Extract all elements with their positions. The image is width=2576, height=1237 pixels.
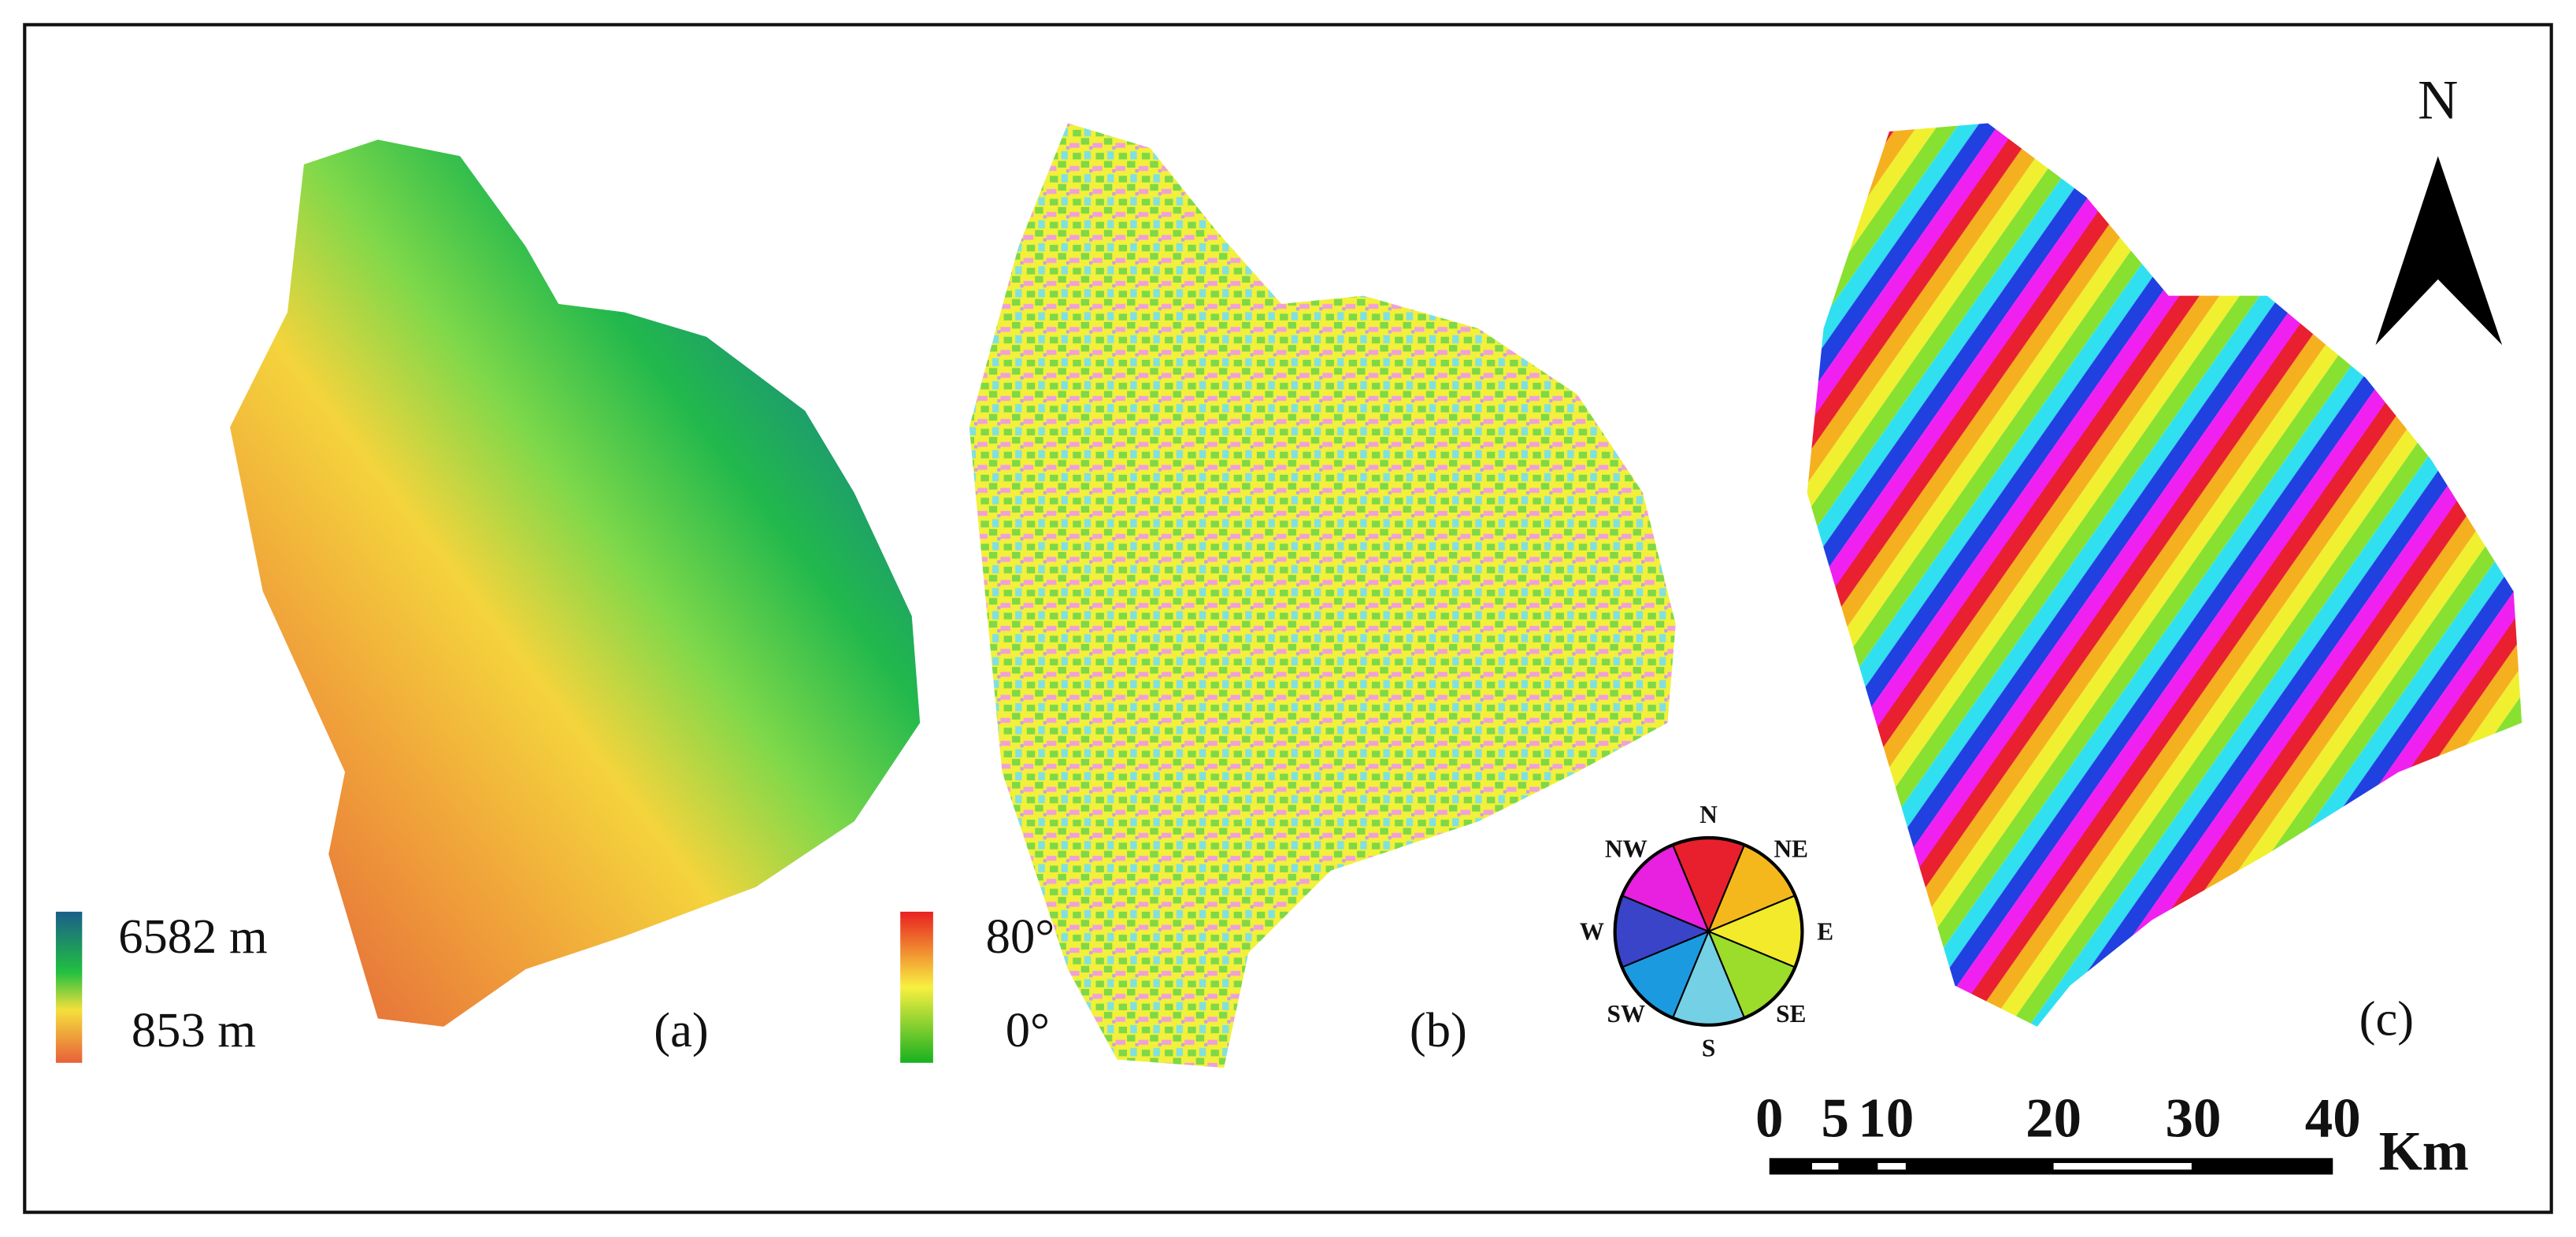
north-label: N <box>2418 69 2458 131</box>
scale-tick-label: 40 <box>2305 1088 2361 1150</box>
elevation-min: 853 m <box>132 1002 256 1057</box>
slope-min: 0° <box>1006 1002 1050 1057</box>
scale-unit: Km <box>2379 1120 2469 1182</box>
scale-tick-label: 0 <box>1755 1088 1783 1150</box>
slope-max: 80° <box>986 909 1055 964</box>
aspect-map <box>1807 123 2522 1027</box>
scale-bar-segment <box>1877 1163 1906 1170</box>
scale-bar-segment <box>2053 1163 2192 1170</box>
aspect-label: N <box>1699 801 1718 828</box>
slope-map <box>969 123 1676 1068</box>
scale-tick-label: 5 <box>1821 1088 1848 1150</box>
scale-bar-segment <box>1811 1163 1839 1170</box>
elevation-colorbar <box>55 911 83 1063</box>
elevation-max: 6582 m <box>118 909 267 964</box>
aspect-label: S <box>1702 1034 1715 1061</box>
north-arrow <box>2375 156 2503 346</box>
slope-colorbar <box>900 911 933 1063</box>
aspect-label: SE <box>1776 1000 1806 1028</box>
panel-label: (b) <box>1410 1002 1467 1057</box>
aspect-label: W <box>1580 917 1604 945</box>
dem-map <box>230 139 921 1027</box>
scale-tick-label: 30 <box>2165 1088 2221 1150</box>
scale-bar-body <box>1769 1157 2333 1175</box>
scale-bar: Km 0 5 10 20 30 40 <box>1755 1088 2469 1183</box>
scale-tick-label: 20 <box>2026 1088 2081 1150</box>
aspect-label: NW <box>1605 835 1648 863</box>
scale-tick-label: 10 <box>1858 1088 1914 1150</box>
aspect-label: E <box>1817 917 1833 945</box>
aspect-label: SW <box>1607 1000 1645 1028</box>
aspect-label: NE <box>1774 835 1808 863</box>
panel-label: (a) <box>654 1002 708 1057</box>
aspect-outline <box>1613 835 1804 1027</box>
panel-label: (c) <box>2359 991 2414 1046</box>
aspect-legend: N NE E SE S SW W NW <box>1580 801 1833 1061</box>
